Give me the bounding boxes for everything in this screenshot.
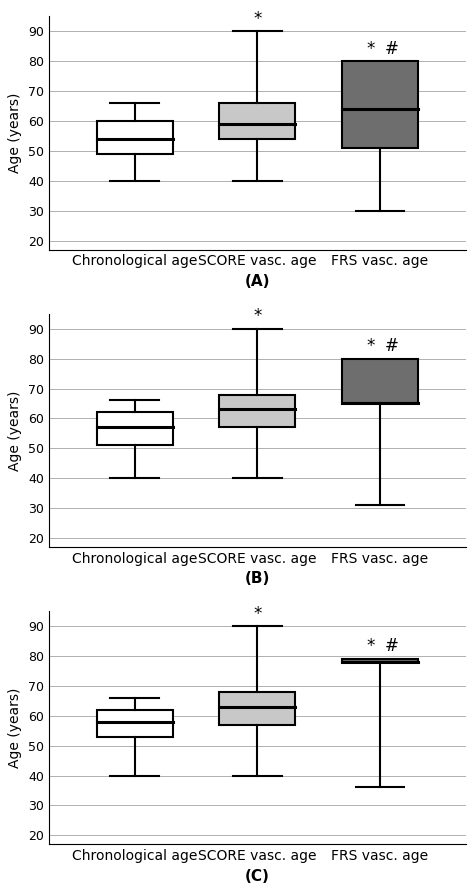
Y-axis label: Age (years): Age (years) [9, 688, 22, 768]
Bar [97, 121, 173, 154]
Text: #: # [385, 40, 399, 58]
Bar [219, 692, 295, 724]
Text: *: * [366, 40, 375, 58]
Text: *: * [253, 307, 261, 326]
Bar [342, 62, 418, 148]
Text: #: # [385, 638, 399, 656]
Y-axis label: Age (years): Age (years) [9, 390, 22, 471]
Bar [97, 710, 173, 737]
X-axis label: (B): (B) [245, 572, 270, 586]
Text: *: * [366, 337, 375, 355]
X-axis label: (C): (C) [245, 869, 270, 884]
Text: *: * [253, 10, 261, 28]
Text: *: * [366, 638, 375, 656]
Bar [219, 394, 295, 427]
Text: #: # [385, 337, 399, 355]
Bar [342, 359, 418, 403]
Y-axis label: Age (years): Age (years) [9, 93, 22, 173]
Text: *: * [253, 605, 261, 623]
Bar [219, 103, 295, 139]
X-axis label: (A): (A) [245, 274, 270, 289]
Bar [97, 412, 173, 445]
Bar [342, 659, 418, 662]
